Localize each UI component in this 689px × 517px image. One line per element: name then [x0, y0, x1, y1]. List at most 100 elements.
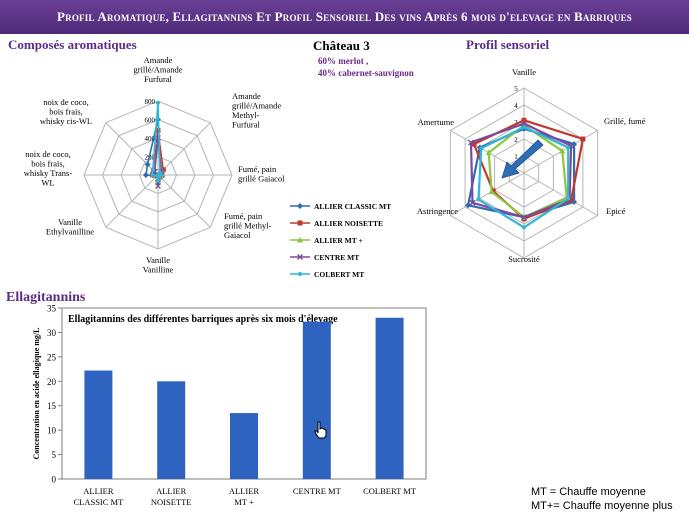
sensory-point-colbert-mt	[476, 197, 481, 202]
sensory-point-allier-classic-mt	[465, 202, 472, 209]
sensory-point-allier-mt	[488, 188, 495, 195]
aroma-point-centre-mt	[155, 183, 161, 190]
legend-label-allier-mt: ALLIER MT +	[314, 236, 363, 245]
aroma-point-colbert-mt	[150, 167, 155, 172]
sensory-point-allier-noisette	[490, 188, 496, 194]
footnote-mt: MT = Chauffe moyenne	[531, 486, 646, 498]
bar-x-label-colbert-mt: COLBERT MT	[363, 486, 417, 496]
page-title: Profil Aromatique, Ellagitannins Et Prof…	[0, 0, 689, 34]
chart-legend: ALLIER CLASSIC MT ALLIER NOISETTE ALLIER M…	[290, 202, 391, 279]
aroma-spoke	[105, 122, 159, 176]
sensory-point-colbert-mt	[566, 196, 571, 201]
aroma-axis-label-5: Vanille Vanilline	[143, 255, 174, 275]
aroma-radar-chart: 0200400600800Amandegrillé/AmandeFurfural…	[24, 55, 285, 275]
grape-merlot: 60% merlot ,	[318, 56, 369, 66]
sensory-spoke	[523, 172, 598, 216]
aroma-axis-label-1: Amande grillé/Amande Furfural	[133, 55, 182, 84]
aroma-axis-label-3: Fumé, pain grillé Gaiacol	[238, 164, 285, 184]
sensory-axis-label-sucrosit: Sucrosité	[508, 254, 540, 264]
sensory-point-allier-mt	[485, 149, 492, 156]
sensory-point-allier-mt	[559, 147, 566, 154]
bar-x-label-allier-classic-mt: ALLIER CLASSIC MT	[73, 486, 124, 507]
sensory-point-centre-mt	[521, 214, 527, 221]
bar-allier-classic-mt	[84, 370, 113, 479]
sensory-point-colbert-mt	[522, 225, 526, 230]
sensory-point-colbert-mt	[566, 145, 571, 150]
sensory-point-centre-mt	[521, 120, 527, 127]
aroma-point-colbert-mt	[150, 173, 155, 177]
bar-colbert-mt	[375, 317, 404, 479]
sensory-spoke	[450, 172, 525, 216]
aroma-section-title: Composés aromatiques	[8, 37, 137, 52]
legend-marker-allier-mt	[297, 237, 303, 243]
aroma-axis-label-2: Amande grillé/Amande Methyl-Furfural	[232, 91, 281, 130]
aroma-spoke	[157, 122, 211, 176]
hand-pointer-icon	[314, 421, 328, 444]
aroma-tick-label: 800	[145, 98, 156, 106]
legend-marker-allier-noisette	[297, 220, 303, 226]
sensory-point-colbert-mt	[479, 146, 484, 151]
bar-y-tick-label: 30	[47, 328, 57, 338]
sensory-point-allier-noisette	[521, 117, 527, 123]
legend-label-colbert-mt: COLBERT MT	[314, 270, 364, 279]
aroma-axis-label-8: noix de coco, bois frais, whisky cis-WL	[40, 97, 92, 126]
sensory-tick-label: 5	[514, 85, 518, 93]
legend-marker-colbert-mt	[298, 272, 302, 276]
sensory-tick-label: 1	[514, 153, 518, 161]
bar-y-tick-label: 15	[47, 401, 57, 411]
sensory-axis-label-amertume: Amertume	[418, 117, 455, 127]
legend-label-allier-noisette: ALLIER NOISETTE	[314, 219, 383, 228]
aroma-axis-label-7: noix de coco, bois frais, whisky Trans-WL	[24, 149, 73, 188]
bar-x-label-allier-mt: ALLIER MT +	[229, 486, 260, 507]
footnote-mt-plus: MT+= Chauffe moyenne plus	[531, 500, 673, 512]
grape-cabernet: 40% cabernet-sauvignon	[318, 68, 414, 78]
aroma-spoke	[105, 174, 159, 228]
sensory-section-title: Profil sensoriel	[466, 37, 550, 52]
aroma-tick-label: 200	[145, 154, 156, 162]
bar-y-axis-label: Concentration en acide ellagique mg/L	[32, 328, 41, 460]
annotation-arrow-icon	[501, 139, 544, 179]
aroma-point-colbert-mt	[156, 178, 160, 183]
aroma-axis-label-4: Fumé, pain grillé Methyl-Gaiacol	[224, 211, 272, 240]
sensory-series-colbert-mt	[477, 125, 570, 229]
sensory-axis-label-epic: Epicé	[606, 206, 626, 216]
sensory-axis-label-vanille: Vanille	[512, 67, 536, 77]
bar-y-tick-label: 35	[47, 305, 57, 314]
sensory-point-allier-noisette	[580, 136, 586, 142]
sensory-tick-label: 4	[514, 102, 518, 110]
sensory-point-centre-mt	[469, 199, 476, 206]
ellagitannins-bar-chart: 0 5 10 15 20 25 30 35 Concentration en acide ell…	[32, 305, 427, 507]
bar-x-label-centre-mt: CENTRE MT	[293, 486, 342, 496]
bar-y-tick-label: 20	[47, 377, 57, 387]
ellag-section-title: Ellagitannins	[6, 290, 86, 305]
aroma-point-allier-classic-mt	[144, 161, 151, 168]
bar-chart-title: Ellagitannins des différentes barriques …	[68, 314, 338, 325]
bar-x-label-allier-noisette: ALLIER NOISETTE	[151, 486, 192, 507]
bar-centre-mt	[302, 321, 331, 479]
bar-y-tick-label: 10	[47, 426, 57, 436]
legend-marker-allier-classic-mt	[297, 203, 303, 209]
aroma-tick-label: 600	[145, 117, 156, 125]
sensory-axis-label-astringence: Astringence	[417, 206, 458, 216]
bar-y-tick-label: 0	[52, 475, 57, 485]
aroma-tick-label: 400	[145, 135, 156, 143]
bar-y-tick-label: 5	[52, 450, 57, 460]
legend-label-centre-mt: CENTRE MT	[314, 253, 359, 262]
aroma-point-colbert-mt	[156, 100, 160, 105]
bar-y-tick-label: 25	[47, 352, 57, 362]
aroma-spoke	[157, 174, 211, 228]
aroma-point-colbert-mt	[155, 173, 160, 178]
bar-allier-mt	[230, 413, 258, 479]
legend-label-allier-classic-mt: ALLIER CLASSIC MT	[314, 202, 391, 211]
aroma-point-allier-classic-mt	[142, 172, 149, 178]
sensory-tick-label: 2	[514, 136, 518, 144]
legend-marker-centre-mt	[297, 254, 303, 260]
sensory-point-allier-noisette	[471, 141, 477, 147]
sensory-axis-label-grill-fum: Grillé, fumé	[604, 116, 646, 126]
sensory-point-allier-classic-mt	[571, 141, 578, 148]
sensory-point-centre-mt	[468, 139, 474, 146]
aroma-axis-label-6: Vanille Ethylvanilline	[46, 217, 94, 237]
sensory-point-colbert-mt	[522, 125, 526, 130]
chateau-name: Château 3	[313, 38, 370, 53]
